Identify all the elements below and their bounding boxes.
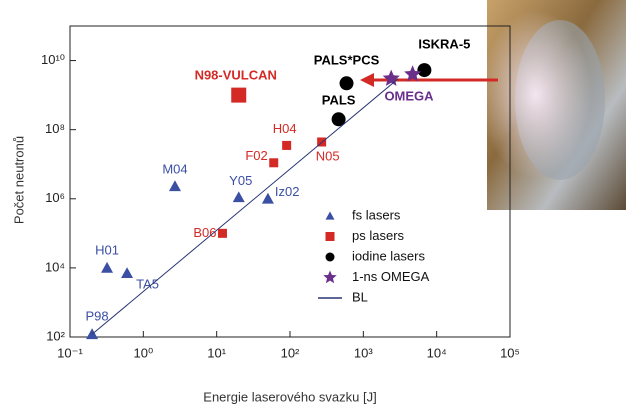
legend-label: ps lasers	[352, 228, 405, 243]
y-tick-label: 10¹⁰	[41, 52, 65, 67]
legend-label: iodine lasers	[352, 248, 425, 263]
point-label: N98-VULCAN	[195, 68, 277, 83]
x-tick-label: 10⁻¹	[57, 345, 83, 360]
y-tick-label: 10⁴	[45, 259, 65, 274]
point-label: N05	[316, 148, 340, 163]
point-label: Y05	[229, 173, 252, 188]
data-point	[232, 191, 245, 203]
point-label: M04	[162, 162, 187, 177]
x-tick-label: 10⁵	[500, 345, 520, 360]
bl-line	[91, 78, 399, 335]
data-point	[331, 112, 346, 127]
legend-label: 1-ns OMEGA	[352, 269, 430, 284]
y-tick-label: 10⁸	[45, 121, 65, 136]
point-label: F02	[245, 148, 267, 163]
data-point	[217, 228, 227, 238]
legend-marker	[325, 211, 335, 220]
data-point	[231, 87, 247, 103]
data-point	[382, 69, 400, 86]
data-point	[282, 140, 292, 150]
point-label: B06	[193, 225, 216, 240]
x-tick-label: 10²	[281, 345, 300, 360]
x-tick-label: 10⁰	[133, 345, 153, 360]
y-tick-label: 10⁶	[45, 190, 65, 205]
point-label: TA5	[136, 277, 159, 292]
x-tick-label: 10³	[354, 345, 373, 360]
legend-marker	[325, 252, 335, 262]
point-label: P98	[86, 309, 109, 324]
annotation: OMEGA	[384, 88, 434, 103]
point-label: PALS*PCS	[314, 53, 380, 68]
data-point	[261, 192, 274, 204]
point-label: ISKRA-5	[418, 37, 470, 52]
y-tick-label: 10²	[46, 328, 65, 343]
point-label: H04	[273, 121, 297, 136]
data-point	[404, 65, 422, 82]
legend-marker	[325, 232, 335, 241]
point-label: H01	[95, 242, 119, 257]
legend-label: BL	[352, 289, 368, 304]
y-axis-label: Počet neutronů	[11, 136, 26, 224]
data-point	[168, 180, 181, 192]
x-tick-label: 10⁴	[427, 345, 447, 360]
data-point	[101, 261, 114, 273]
legend-marker	[323, 270, 337, 284]
x-axis-label: Energie laserového svazku [J]	[203, 389, 376, 404]
point-label: PALS	[322, 93, 356, 108]
photo	[487, 0, 626, 210]
data-point	[121, 267, 134, 279]
data-point	[417, 63, 432, 78]
data-point	[339, 76, 354, 91]
data-point	[269, 158, 279, 168]
legend-label: fs lasers	[352, 207, 401, 222]
point-label: Iz02	[275, 184, 300, 199]
x-tick-label: 10¹	[207, 345, 226, 360]
data-point	[86, 328, 99, 340]
